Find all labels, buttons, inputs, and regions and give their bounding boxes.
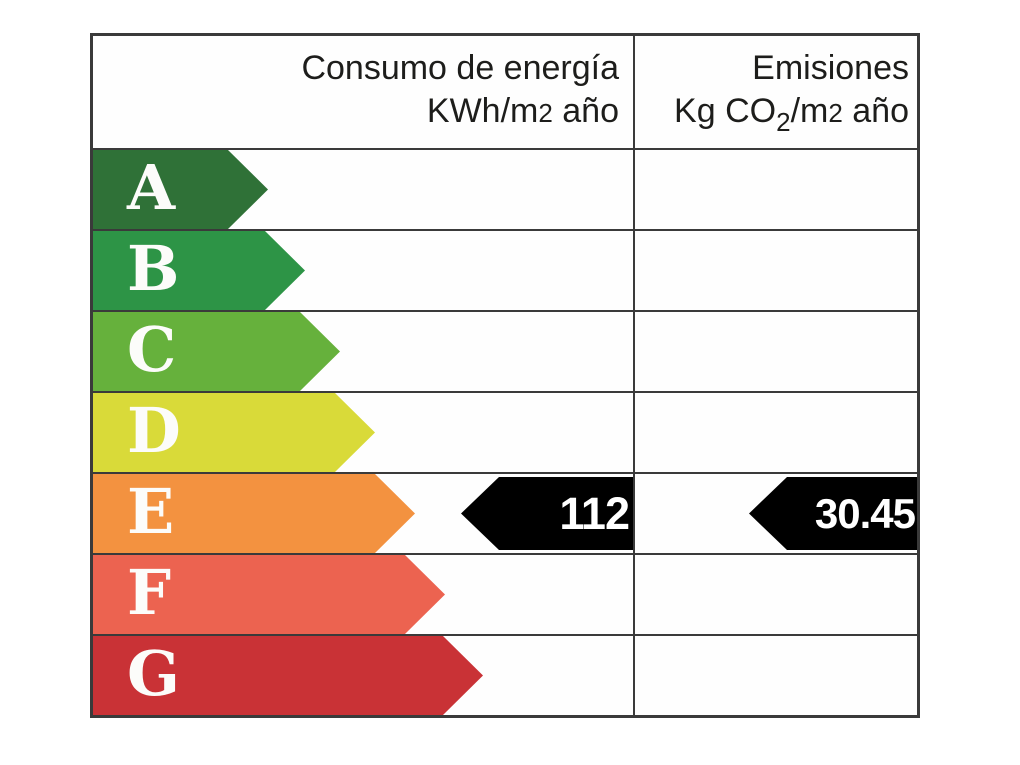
- rating-a-emissions-cell: [633, 150, 917, 229]
- rating-f-emissions-cell: [633, 555, 917, 634]
- rating-row-g: G: [93, 634, 917, 715]
- rating-letter-f: F: [127, 555, 172, 629]
- rating-g-consumption-cell: G: [93, 636, 633, 715]
- rating-f-consumption-cell: F: [93, 555, 633, 634]
- rating-arrow-e: E: [93, 474, 415, 553]
- consumption-value-indicator-arrow: 112: [461, 477, 633, 550]
- energy-rating-chart: Consumo de energía KWh/m2 año Emisiones …: [90, 33, 920, 718]
- emissions-column-header: Emisiones Kg CO2/m2 año: [633, 36, 917, 148]
- rating-e-consumption-cell: E 112: [93, 474, 633, 553]
- rating-d-emissions-cell: [633, 393, 917, 472]
- consumption-column-header: Consumo de energía KWh/m2 año: [93, 36, 633, 148]
- rating-row-f: F: [93, 553, 917, 634]
- emissions-value: 30.45: [814, 489, 916, 537]
- consumption-header-line2: KWh/m2 año: [426, 92, 619, 130]
- rating-a-consumption-cell: A: [93, 150, 633, 229]
- emissions-header-line1: Emisiones: [752, 49, 909, 87]
- emissions-value-indicator-arrow: 30.45: [749, 477, 917, 550]
- rating-b-emissions-cell: [633, 231, 917, 310]
- rating-arrow-a: A: [93, 150, 268, 229]
- rating-b-consumption-cell: B: [93, 231, 633, 310]
- rating-c-consumption-cell: C: [93, 312, 633, 391]
- rating-letter-b: B: [127, 231, 180, 305]
- m2-exponent: 2: [538, 98, 553, 128]
- rating-g-emissions-cell: [633, 636, 917, 715]
- rating-letter-d: D: [127, 393, 181, 467]
- rating-row-c: C: [93, 310, 917, 391]
- rating-arrow-b: B: [93, 231, 305, 310]
- rating-arrow-f: F: [93, 555, 445, 634]
- consumption-header-line1: Consumo de energía: [301, 49, 619, 87]
- rating-e-emissions-cell: 30.45: [633, 474, 917, 553]
- rating-arrow-g: G: [93, 636, 483, 715]
- rating-arrow-d: D: [93, 393, 375, 472]
- emissions-header-line2: Kg CO2/m2 año: [674, 92, 909, 137]
- co2-subscript: 2: [776, 107, 791, 137]
- rating-row-e: E 112 30.45: [93, 472, 917, 553]
- rating-c-emissions-cell: [633, 312, 917, 391]
- rating-row-b: B: [93, 229, 917, 310]
- header-row: Consumo de energía KWh/m2 año Emisiones …: [93, 36, 917, 148]
- consumption-value: 112: [559, 488, 630, 539]
- rating-arrow-c: C: [93, 312, 340, 391]
- rating-row-d: D: [93, 391, 917, 472]
- rating-d-consumption-cell: D: [93, 393, 633, 472]
- rating-letter-a: A: [127, 150, 176, 224]
- rating-letter-g: G: [127, 636, 180, 710]
- rating-letter-e: E: [127, 474, 175, 548]
- m2-exponent: 2: [828, 98, 843, 128]
- rating-row-a: A: [93, 148, 917, 229]
- rating-letter-c: C: [127, 312, 177, 386]
